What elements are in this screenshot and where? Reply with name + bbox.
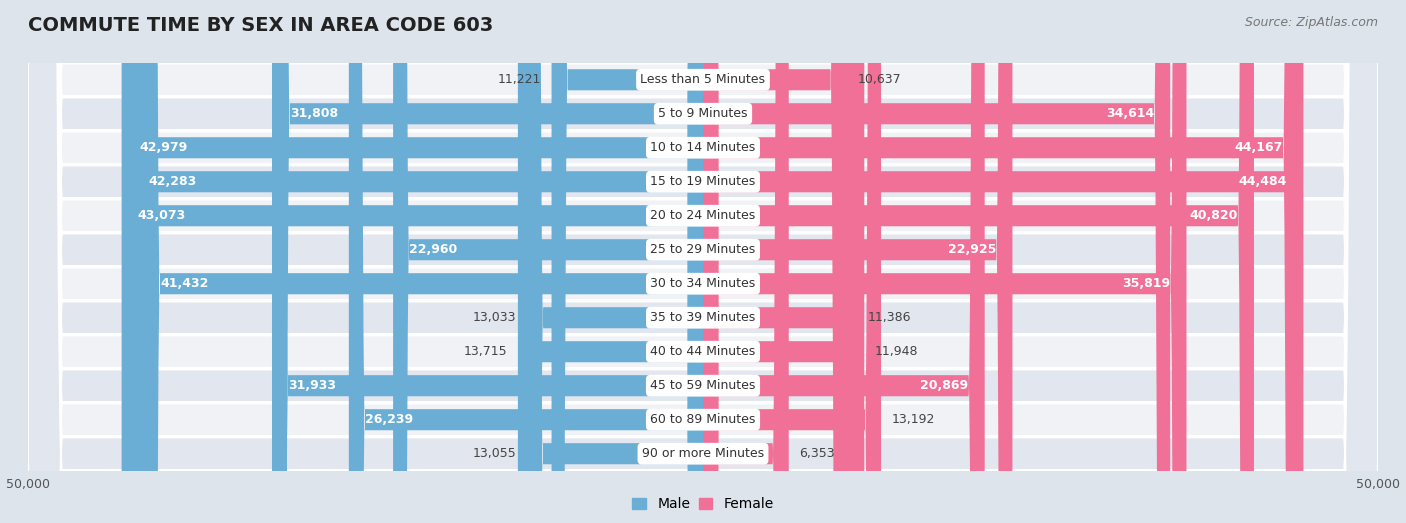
FancyBboxPatch shape [394, 0, 703, 523]
Text: 45 to 59 Minutes: 45 to 59 Minutes [651, 379, 755, 392]
FancyBboxPatch shape [274, 0, 703, 523]
FancyBboxPatch shape [703, 0, 1254, 523]
FancyBboxPatch shape [527, 0, 703, 523]
Text: 20,869: 20,869 [921, 379, 969, 392]
FancyBboxPatch shape [703, 0, 1012, 523]
Text: 31,933: 31,933 [288, 379, 336, 392]
FancyBboxPatch shape [132, 0, 703, 523]
FancyBboxPatch shape [28, 0, 1378, 523]
Text: 31,808: 31,808 [290, 107, 337, 120]
Text: COMMUTE TIME BY SEX IN AREA CODE 603: COMMUTE TIME BY SEX IN AREA CODE 603 [28, 16, 494, 35]
Text: 20 to 24 Minutes: 20 to 24 Minutes [651, 209, 755, 222]
FancyBboxPatch shape [703, 0, 984, 523]
FancyBboxPatch shape [28, 0, 1378, 523]
Text: 43,073: 43,073 [138, 209, 186, 222]
Text: 30 to 34 Minutes: 30 to 34 Minutes [651, 277, 755, 290]
Text: 60 to 89 Minutes: 60 to 89 Minutes [651, 413, 755, 426]
Text: 5 to 9 Minutes: 5 to 9 Minutes [658, 107, 748, 120]
Text: 25 to 29 Minutes: 25 to 29 Minutes [651, 243, 755, 256]
FancyBboxPatch shape [143, 0, 703, 523]
Text: 22,960: 22,960 [409, 243, 457, 256]
FancyBboxPatch shape [517, 0, 703, 523]
FancyBboxPatch shape [28, 0, 1378, 523]
Text: 11,948: 11,948 [875, 345, 918, 358]
FancyBboxPatch shape [28, 0, 1378, 523]
FancyBboxPatch shape [271, 0, 703, 523]
FancyBboxPatch shape [703, 0, 865, 523]
FancyBboxPatch shape [703, 0, 1299, 523]
FancyBboxPatch shape [527, 0, 703, 523]
Text: 6,353: 6,353 [800, 447, 835, 460]
FancyBboxPatch shape [121, 0, 703, 523]
FancyBboxPatch shape [703, 0, 1187, 523]
Text: 22,925: 22,925 [948, 243, 997, 256]
FancyBboxPatch shape [28, 0, 1378, 523]
FancyBboxPatch shape [28, 0, 1378, 523]
Text: 10,637: 10,637 [858, 73, 901, 86]
FancyBboxPatch shape [349, 0, 703, 523]
Legend: Male, Female: Male, Female [627, 492, 779, 517]
FancyBboxPatch shape [28, 0, 1378, 523]
Text: 35,819: 35,819 [1122, 277, 1170, 290]
FancyBboxPatch shape [703, 0, 1303, 523]
FancyBboxPatch shape [28, 0, 1378, 523]
Text: 13,033: 13,033 [472, 311, 516, 324]
Text: 90 or more Minutes: 90 or more Minutes [643, 447, 763, 460]
Text: 42,979: 42,979 [139, 141, 187, 154]
Text: 11,221: 11,221 [498, 73, 541, 86]
FancyBboxPatch shape [703, 0, 846, 523]
Text: Less than 5 Minutes: Less than 5 Minutes [641, 73, 765, 86]
Text: 26,239: 26,239 [366, 413, 413, 426]
FancyBboxPatch shape [28, 0, 1378, 523]
FancyBboxPatch shape [703, 0, 882, 523]
Text: 10 to 14 Minutes: 10 to 14 Minutes [651, 141, 755, 154]
Text: 15 to 19 Minutes: 15 to 19 Minutes [651, 175, 755, 188]
FancyBboxPatch shape [28, 0, 1378, 523]
FancyBboxPatch shape [703, 0, 789, 523]
Text: 35 to 39 Minutes: 35 to 39 Minutes [651, 311, 755, 324]
Text: 34,614: 34,614 [1105, 107, 1154, 120]
Text: 13,715: 13,715 [464, 345, 508, 358]
Text: 40,820: 40,820 [1189, 209, 1237, 222]
FancyBboxPatch shape [28, 0, 1378, 523]
Text: 44,484: 44,484 [1239, 175, 1288, 188]
FancyBboxPatch shape [28, 0, 1378, 523]
Text: 40 to 44 Minutes: 40 to 44 Minutes [651, 345, 755, 358]
Text: 42,283: 42,283 [149, 175, 197, 188]
Text: 41,432: 41,432 [160, 277, 208, 290]
Text: 13,055: 13,055 [472, 447, 516, 460]
FancyBboxPatch shape [122, 0, 703, 523]
FancyBboxPatch shape [551, 0, 703, 523]
Text: 11,386: 11,386 [868, 311, 911, 324]
Text: 44,167: 44,167 [1234, 141, 1282, 154]
Text: 13,192: 13,192 [891, 413, 935, 426]
Text: Source: ZipAtlas.com: Source: ZipAtlas.com [1244, 16, 1378, 29]
FancyBboxPatch shape [703, 0, 1170, 523]
FancyBboxPatch shape [703, 0, 856, 523]
